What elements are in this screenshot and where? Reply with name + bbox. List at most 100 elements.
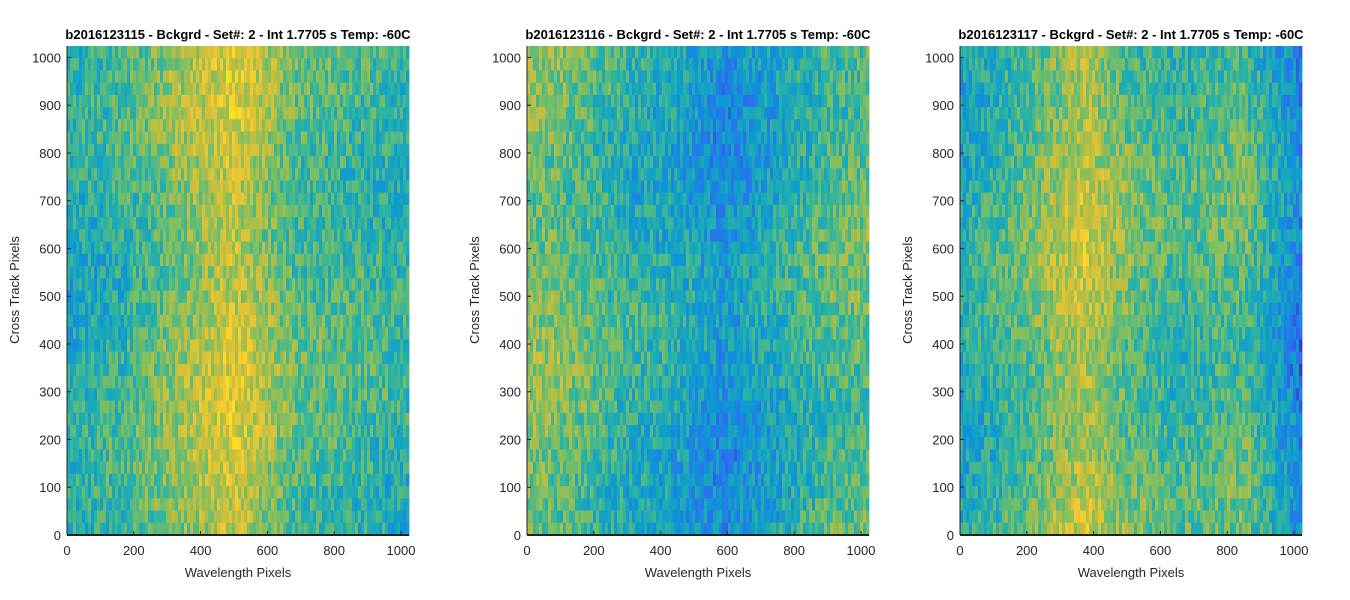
heatmap-cell — [181, 192, 185, 206]
heatmap-cell — [220, 46, 224, 59]
heatmap-cell — [271, 461, 275, 475]
heatmap-cell — [358, 131, 362, 145]
heatmap-cell — [298, 46, 302, 59]
heatmap-cell — [530, 363, 534, 377]
heatmap-cell — [295, 424, 299, 438]
heatmap-cell — [166, 46, 170, 59]
heatmap-cell — [184, 376, 188, 389]
heatmap-cell — [205, 339, 209, 353]
heatmap-cell — [172, 70, 176, 84]
heatmap-cell — [94, 522, 98, 536]
heatmap-cell — [545, 498, 549, 511]
heatmap-cell — [298, 424, 302, 438]
heatmap-cell — [265, 510, 269, 524]
heatmap-cell — [139, 461, 143, 475]
heatmap-cell — [277, 449, 281, 463]
heatmap-cell — [190, 46, 194, 59]
heatmap-cell — [241, 192, 245, 206]
heatmap-cell — [235, 119, 239, 132]
heatmap-cell — [364, 461, 368, 475]
heatmap-cell — [67, 424, 71, 438]
heatmap-cell — [157, 388, 161, 401]
heatmap-cell — [106, 107, 110, 120]
heatmap-cell — [94, 486, 98, 499]
heatmap-cell — [175, 290, 179, 304]
heatmap-cell — [103, 94, 107, 108]
heatmap-cell — [286, 424, 290, 438]
heatmap-cell — [542, 473, 546, 487]
heatmap-cell — [355, 266, 359, 279]
heatmap-cell — [343, 437, 347, 450]
heatmap-cell — [241, 180, 245, 194]
heatmap-cell — [178, 327, 182, 340]
heatmap-cell — [307, 143, 311, 157]
heatmap-cell — [301, 498, 305, 511]
heatmap-cell — [554, 266, 558, 279]
heatmap-cell — [307, 217, 311, 230]
heatmap-cell — [232, 461, 236, 475]
heatmap-cell — [530, 461, 534, 475]
heatmap-cell — [358, 437, 362, 450]
heatmap-cell — [289, 46, 293, 59]
heatmap-cell — [301, 437, 305, 450]
heatmap-cell — [124, 180, 128, 194]
heatmap-cell — [271, 412, 275, 426]
heatmap-cell — [391, 290, 395, 304]
heatmap-cell — [67, 498, 71, 511]
heatmap-cell — [352, 388, 356, 401]
heatmap-cell — [163, 266, 167, 279]
heatmap-cell — [178, 278, 182, 291]
heatmap-cell — [313, 204, 317, 218]
heatmap-cell — [178, 376, 182, 389]
heatmap-cell — [340, 94, 344, 108]
heatmap-cell — [232, 278, 236, 291]
heatmap-cell — [91, 510, 95, 524]
heatmap-cell — [352, 70, 356, 84]
heatmap-cell — [256, 461, 260, 475]
heatmap-cell — [316, 70, 320, 84]
heatmap-cell — [121, 70, 125, 84]
heatmap-cell — [187, 498, 191, 511]
heatmap-cell — [115, 278, 119, 291]
heatmap-cell — [193, 461, 197, 475]
heatmap-cell — [148, 70, 152, 84]
heatmap-cell — [115, 180, 119, 194]
heatmap-cell — [202, 253, 206, 267]
heatmap-cell — [391, 143, 395, 157]
heatmap-cell — [334, 58, 338, 71]
heatmap-cell — [301, 180, 305, 194]
heatmap-cell — [139, 131, 143, 145]
heatmap-cell — [253, 107, 257, 120]
heatmap-cell — [280, 266, 284, 279]
heatmap-cell — [355, 168, 359, 181]
heatmap-cell — [106, 131, 110, 145]
heatmap-cell — [334, 119, 338, 132]
heatmap-cell — [169, 424, 173, 438]
heatmap-cell — [397, 400, 401, 414]
heatmap-cell — [274, 168, 278, 181]
heatmap-cell — [187, 70, 191, 84]
heatmap-cell — [388, 266, 392, 279]
heatmap-cell — [551, 168, 555, 181]
heatmap-cell — [172, 46, 176, 59]
heatmap-cell — [376, 522, 380, 536]
heatmap-cell — [331, 388, 335, 401]
heatmap-cell — [118, 278, 122, 291]
heatmap-cell — [277, 522, 281, 536]
heatmap-cell — [199, 229, 203, 243]
heatmap-cell — [151, 229, 155, 243]
heatmap-cell — [238, 156, 242, 169]
heatmap-cell — [367, 229, 371, 243]
heatmap-cell — [548, 351, 552, 365]
heatmap-cell — [322, 143, 326, 157]
heatmap-cell — [361, 107, 365, 120]
heatmap-cell — [295, 363, 299, 377]
heatmap-cell — [394, 302, 398, 316]
heatmap-cell — [283, 229, 287, 243]
heatmap-cell — [175, 46, 179, 59]
heatmap-cell — [364, 473, 368, 487]
heatmap-cell — [322, 180, 326, 194]
heatmap-cell — [286, 302, 290, 316]
heatmap-cell — [121, 278, 125, 291]
heatmap-cell — [82, 58, 86, 71]
